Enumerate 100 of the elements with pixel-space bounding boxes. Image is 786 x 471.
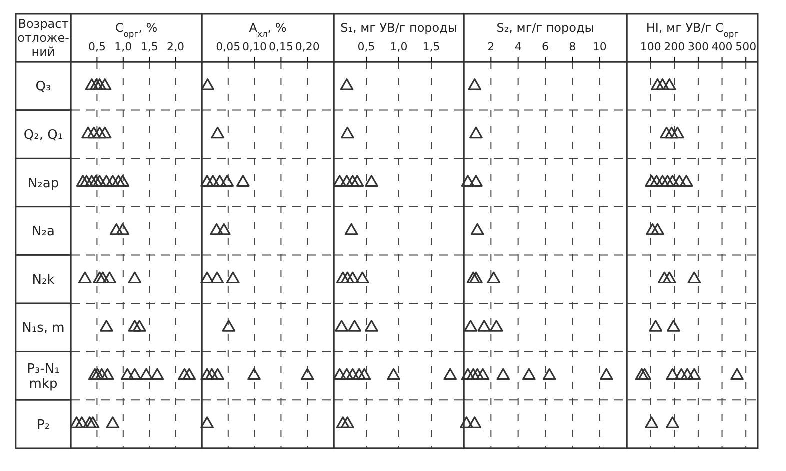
point — [100, 175, 114, 187]
point — [674, 368, 688, 380]
x-tick-label: 1,0 — [390, 40, 408, 54]
point — [356, 272, 370, 284]
point — [336, 416, 350, 428]
point — [93, 78, 107, 90]
point — [116, 175, 130, 187]
point — [656, 175, 670, 187]
point — [487, 272, 501, 284]
point — [205, 368, 219, 380]
point — [112, 175, 126, 187]
point — [300, 368, 314, 380]
point — [680, 175, 694, 187]
x-tick-label: 400 — [712, 40, 733, 54]
point — [236, 175, 250, 187]
point — [335, 320, 348, 332]
point — [661, 175, 674, 187]
point — [128, 368, 142, 380]
point — [217, 223, 231, 236]
x-tick-label: 0,10 — [242, 40, 268, 54]
point — [464, 320, 478, 332]
y-tick-label: N₂ap — [28, 176, 60, 192]
point — [490, 320, 504, 332]
y-tick-label: N₁s, m — [22, 321, 65, 336]
x-tick-label: 0,05 — [216, 40, 241, 54]
point — [333, 175, 347, 187]
point — [340, 78, 354, 90]
y-tick-label: Q₃ — [36, 80, 52, 95]
point — [340, 368, 354, 380]
point — [730, 368, 744, 380]
point — [213, 175, 227, 187]
point — [666, 175, 680, 187]
point — [220, 175, 234, 187]
point — [200, 416, 214, 428]
point — [387, 368, 400, 380]
point — [90, 78, 104, 90]
y-tick-label: N₂k — [32, 272, 56, 288]
y-tick-label: P₂ — [36, 418, 50, 433]
point — [200, 175, 214, 187]
point — [103, 272, 116, 284]
x-tick-label: 8 — [569, 40, 576, 54]
point — [95, 368, 109, 380]
x-tick-label: 500 — [736, 40, 757, 54]
point — [91, 368, 104, 380]
point — [478, 320, 492, 332]
point — [672, 175, 686, 187]
point — [650, 175, 664, 187]
point — [496, 368, 510, 380]
point — [346, 272, 360, 284]
point — [70, 416, 84, 428]
point — [660, 126, 674, 139]
point — [680, 368, 694, 380]
point — [365, 320, 378, 332]
x-tick-label: 300 — [688, 40, 709, 54]
point — [358, 368, 372, 380]
y-tick-label: N₂a — [32, 224, 55, 240]
point — [201, 78, 214, 90]
point — [346, 368, 360, 380]
point — [352, 368, 366, 380]
x-tick-label: 100 — [640, 40, 662, 54]
point — [635, 368, 649, 380]
point — [336, 272, 350, 284]
point — [85, 78, 99, 90]
point — [350, 175, 364, 187]
point — [662, 78, 676, 90]
x-tick-label: 200 — [664, 40, 686, 54]
point — [340, 272, 354, 284]
point — [120, 368, 134, 380]
point — [80, 175, 94, 187]
point — [106, 175, 120, 187]
point — [688, 272, 702, 284]
point — [461, 175, 475, 187]
point — [688, 368, 702, 380]
point — [88, 368, 102, 380]
point — [150, 368, 164, 380]
point — [132, 320, 146, 332]
point — [645, 416, 658, 428]
point — [444, 368, 458, 380]
x-tick-label: 1,5 — [422, 40, 440, 54]
point — [666, 416, 680, 428]
point — [83, 416, 97, 428]
point — [93, 126, 107, 139]
point — [96, 272, 110, 284]
x-tick-label: 4 — [514, 40, 522, 54]
point — [210, 272, 224, 284]
point — [340, 126, 354, 139]
point — [128, 320, 142, 332]
point — [210, 223, 224, 236]
y-tick-label: P₃-N₁ mkp — [27, 362, 60, 392]
x-tick-label: 0,5 — [88, 40, 106, 54]
point — [542, 368, 556, 380]
point — [78, 272, 92, 284]
point — [128, 272, 142, 284]
point — [470, 368, 484, 380]
point — [248, 368, 261, 380]
point — [100, 368, 114, 380]
point — [651, 78, 664, 90]
point — [76, 175, 90, 187]
point — [466, 272, 480, 284]
point — [470, 223, 484, 236]
